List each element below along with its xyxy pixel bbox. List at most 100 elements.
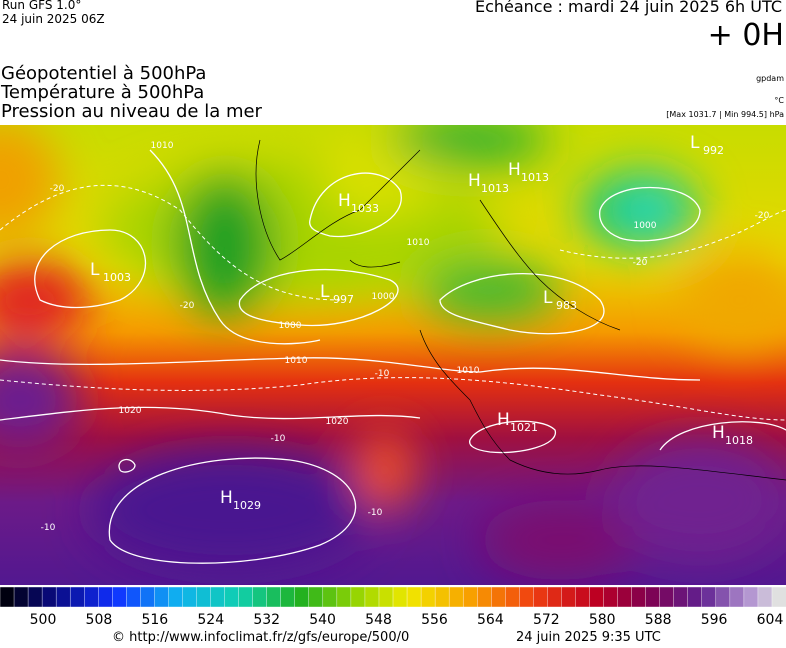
colorbar-swatch <box>196 586 212 608</box>
colorbar-label: 588 <box>645 612 672 628</box>
footer-url: © http://www.infoclimat.fr/z/gfs/europe/… <box>112 630 410 645</box>
contour-label: 1010 <box>151 141 174 151</box>
colorbar-swatch <box>350 586 366 608</box>
colorbar-label: 524 <box>197 612 224 628</box>
colorbar-swatch <box>505 586 520 608</box>
colorbar-swatch <box>168 586 183 608</box>
pressure-center: L 1003 <box>90 260 131 284</box>
pressure-center: H 1033 <box>338 191 379 215</box>
colorbar-swatch <box>98 586 113 608</box>
colorbar-swatch <box>210 586 226 608</box>
colorbar-swatch <box>0 586 15 608</box>
center-value: 992 <box>703 144 724 157</box>
colorbar: 500 508 516 524 532 540 548 556 564 572 580 588 596 6… <box>0 586 786 628</box>
center-letter: L <box>320 282 330 302</box>
colorbar-swatch <box>462 586 478 608</box>
colorbar-swatch <box>13 586 29 608</box>
center-letter: H <box>338 191 351 211</box>
contour-label: -20 <box>50 184 65 194</box>
colorbar-swatch <box>589 586 605 608</box>
colorbar-label: 516 <box>141 612 168 628</box>
contour-label: -10 <box>375 369 390 379</box>
colorbar-swatch <box>322 586 338 608</box>
colorbar-label: 500 <box>30 612 57 628</box>
colorbar-swatch <box>406 586 422 608</box>
colorbar-swatch <box>41 586 57 608</box>
colorbar-swatch <box>280 586 296 608</box>
unit-label: [Max 1031.7 | Min 994.5] hPa <box>666 110 784 119</box>
contour-label: 1020 <box>326 417 349 427</box>
contour-label: 1010 <box>407 238 430 248</box>
contour-label: -20 <box>755 211 770 221</box>
colorbar-swatch <box>533 586 548 608</box>
colorbar-swatch <box>575 586 591 608</box>
center-value: 983 <box>556 299 577 312</box>
center-value: 1033 <box>351 202 379 215</box>
center-letter: H <box>508 160 521 180</box>
colorbar-swatch <box>154 586 169 608</box>
colorbar-label: 596 <box>701 612 728 628</box>
colorbar-swatch <box>729 586 745 608</box>
colorbar-swatch <box>715 586 731 608</box>
center-value: 997 <box>333 293 354 306</box>
pressure-center: L 992 <box>690 133 724 157</box>
colorbar-label: 604 <box>757 612 784 628</box>
pressure-center: H 1013 <box>468 171 509 195</box>
colorbar-swatch <box>547 586 562 608</box>
contour-label: 1000 <box>634 221 657 231</box>
colorbar-swatch <box>336 586 352 608</box>
center-letter: H <box>497 410 510 430</box>
center-letter: L <box>90 260 100 280</box>
colorbar-swatch <box>182 586 197 608</box>
forecast-time: Echéance : mardi 24 juin 2025 6h UTC <box>474 0 782 16</box>
colorbar-label: 548 <box>365 612 392 628</box>
colorbar-swatch <box>140 586 155 608</box>
center-value: 1003 <box>103 271 131 284</box>
colorbar-swatch <box>392 586 408 608</box>
colorbar-label: 540 <box>309 612 336 628</box>
colorbar-swatch <box>308 586 324 608</box>
colorbar-swatch <box>617 586 633 608</box>
contour-label: -10 <box>271 434 286 444</box>
center-letter: L <box>690 133 700 153</box>
contour-label: -10 <box>368 508 383 518</box>
colorbar-swatch <box>757 586 773 608</box>
pressure-center: L 983 <box>543 288 577 312</box>
center-value: 1018 <box>725 434 753 447</box>
colorbar-swatch <box>701 586 717 608</box>
unit-label: gpdam <box>756 74 784 83</box>
pressure-center: H 1018 <box>712 423 753 447</box>
colorbar-swatch <box>519 586 534 608</box>
footer-date: 24 juin 2025 9:35 UTC <box>516 630 661 645</box>
colorbar-swatch <box>364 586 380 608</box>
colorbar-swatch <box>112 586 127 608</box>
contour-label: 1020 <box>119 406 142 416</box>
colorbar-swatch <box>561 586 576 608</box>
contour-label: -10 <box>41 523 56 533</box>
colorbar-label: 564 <box>477 612 504 628</box>
colorbar-swatch <box>69 586 85 608</box>
contour-label: -20 <box>633 258 648 268</box>
pressure-center: H 1029 <box>220 488 261 512</box>
center-letter: H <box>468 171 481 191</box>
colorbar-swatch <box>266 586 282 608</box>
pressure-center: H 1013 <box>508 160 549 184</box>
colorbar-swatch <box>294 586 310 608</box>
colorbar-swatch <box>126 586 141 608</box>
run-date: 24 juin 2025 06Z <box>2 12 105 26</box>
colorbar-swatch <box>743 586 759 608</box>
colorbar-swatch <box>603 586 619 608</box>
colorbar-swatch <box>420 586 436 608</box>
colorbar-swatch <box>673 586 689 608</box>
colorbar-swatch <box>771 586 786 608</box>
center-letter: H <box>712 423 725 443</box>
contour-label: 1010 <box>285 356 308 366</box>
contour-label: 1010 <box>457 366 480 376</box>
title: Pression au niveau de la mer <box>1 101 262 122</box>
unit-label: °C <box>774 96 784 105</box>
run-label: Run GFS 1.0° <box>2 0 82 12</box>
contour-label: -20 <box>180 301 195 311</box>
